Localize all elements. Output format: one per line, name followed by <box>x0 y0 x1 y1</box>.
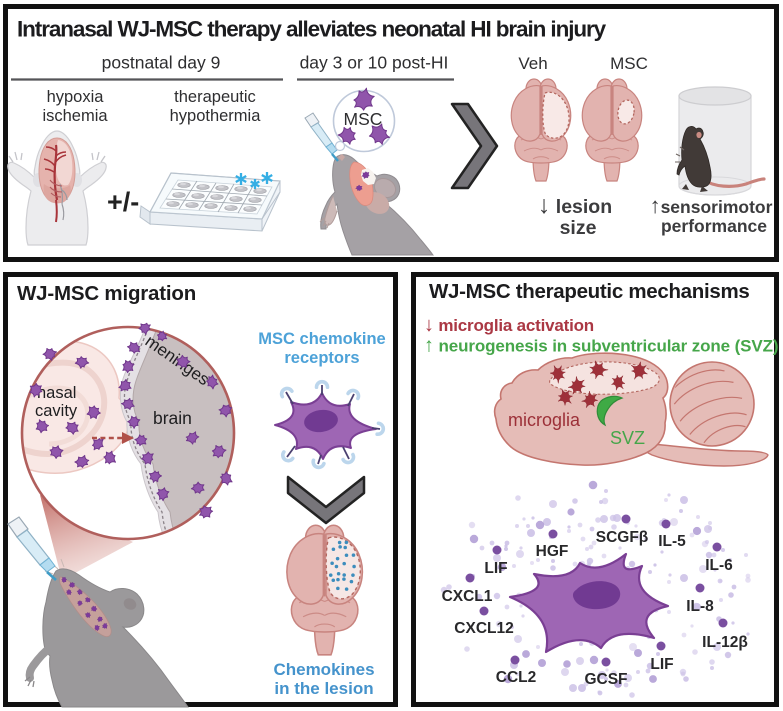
svg-text:↑sensorimotor: ↑sensorimotor <box>650 193 773 218</box>
svg-text:in the lesion: in the lesion <box>274 679 373 698</box>
svg-text:Chemokines: Chemokines <box>273 660 374 679</box>
svg-text:LIF: LIF <box>650 656 673 673</box>
svg-text:CCL2: CCL2 <box>496 669 536 686</box>
svg-text:CXCL1: CXCL1 <box>442 588 493 605</box>
svg-text:↑ neurogenesis in subventricul: ↑ neurogenesis in subventricular zone (S… <box>424 335 778 357</box>
svg-text:MSC: MSC <box>344 109 383 129</box>
svg-text:brain: brain <box>153 408 192 428</box>
svg-text:performance: performance <box>661 216 767 236</box>
svg-text:receptors: receptors <box>284 349 359 367</box>
svg-text:LIF: LIF <box>484 560 507 577</box>
svg-text:IL-5: IL-5 <box>658 533 686 550</box>
svg-text:↓ lesion: ↓ lesion <box>538 191 612 219</box>
svg-text:SCGFβ: SCGFβ <box>596 529 649 546</box>
svg-text:IL-6: IL-6 <box>705 557 733 574</box>
svg-text:SVZ: SVZ <box>610 428 645 448</box>
svg-text:hypothermia: hypothermia <box>170 107 262 125</box>
svg-text:↓ microglia activation: ↓ microglia activation <box>424 314 594 336</box>
svg-text:WJ-MSC migration: WJ-MSC migration <box>17 282 196 305</box>
svg-text:postnatal day 9: postnatal day 9 <box>102 53 221 73</box>
svg-text:ischemia: ischemia <box>42 107 108 125</box>
svg-text:HGF: HGF <box>536 543 569 560</box>
svg-text:therapeutic: therapeutic <box>174 88 256 106</box>
svg-text:size: size <box>560 217 597 239</box>
svg-text:MSC: MSC <box>610 54 648 73</box>
svg-text:hypoxia: hypoxia <box>47 88 105 106</box>
svg-text:day 3 or 10 post-HI: day 3 or 10 post-HI <box>300 53 449 73</box>
svg-text:+/-: +/- <box>107 187 139 217</box>
svg-text:nasal: nasal <box>37 384 76 402</box>
svg-text:GCSF: GCSF <box>584 671 627 688</box>
svg-text:IL-8: IL-8 <box>686 598 714 615</box>
svg-text:CXCL12: CXCL12 <box>454 620 513 637</box>
svg-text:Intranasal WJ-MSC therapy alle: Intranasal WJ-MSC therapy alleviates neo… <box>17 17 607 42</box>
svg-text:IL-12β: IL-12β <box>702 634 748 651</box>
svg-text:cavity: cavity <box>35 402 78 420</box>
svg-text:MSC chemokine: MSC chemokine <box>258 330 385 348</box>
svg-text:Veh: Veh <box>518 54 547 73</box>
svg-text:WJ-MSC therapeutic mechanisms: WJ-MSC therapeutic mechanisms <box>429 280 750 303</box>
svg-text:microglia: microglia <box>508 410 581 430</box>
